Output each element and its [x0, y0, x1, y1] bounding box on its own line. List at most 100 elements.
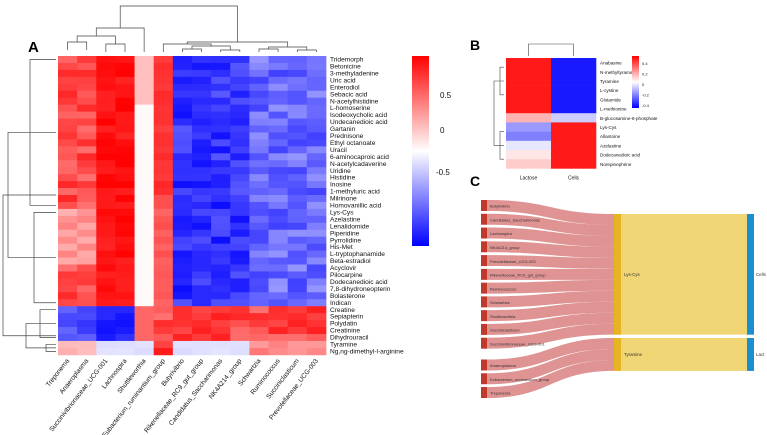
heatmap-cell	[134, 285, 155, 293]
heatmap-cell	[77, 243, 97, 251]
heatmap-cell	[191, 243, 212, 251]
heatmap-cell	[268, 104, 289, 112]
heatmap-cell	[268, 257, 289, 265]
heatmap-cell	[134, 271, 155, 279]
heatmap-cell	[306, 104, 327, 112]
heatmap-cell	[306, 139, 327, 147]
heatmap-cell	[230, 62, 250, 71]
heatmap-cell	[306, 208, 327, 217]
heatmap-cell	[230, 83, 250, 92]
heatmap-cell	[287, 132, 308, 140]
heatmap-cell	[77, 278, 97, 286]
heatmap-cell	[249, 90, 269, 99]
heatmap-cell	[287, 139, 308, 147]
heatmap-cell	[211, 236, 231, 245]
heatmap-cell	[306, 118, 327, 126]
sankey-middle-label: Tyramine	[624, 352, 643, 357]
heatmap-cell	[77, 292, 97, 300]
heatmap-cell	[230, 69, 250, 78]
sankey-source-node	[481, 296, 487, 308]
heatmap-cell	[172, 327, 193, 335]
heatmap-cell	[268, 292, 289, 300]
heatmap-cell	[506, 85, 552, 96]
heatmap-cell	[551, 76, 597, 86]
heatmap-cell	[77, 104, 97, 112]
heatmap-cell	[191, 69, 212, 78]
heatmap-cell	[306, 292, 327, 300]
heatmap-cell	[249, 195, 269, 203]
heatmap-cell	[115, 320, 135, 328]
heatmap-cell	[134, 153, 155, 161]
row-label: L-cystine	[600, 88, 619, 93]
heatmap-cell	[153, 146, 174, 154]
heatmap-cell	[249, 153, 269, 161]
heatmap-cell	[96, 118, 116, 126]
heatmap-cell	[287, 174, 308, 182]
heatmap-cell	[287, 306, 308, 314]
panel-b-label: B	[470, 37, 480, 53]
dendrogram-branch	[67, 41, 88, 50]
heatmap-cell	[96, 320, 116, 328]
heatmap-cell	[153, 334, 174, 342]
heatmap-cell	[268, 250, 289, 258]
heatmap-cell	[153, 243, 174, 251]
row-label: Glutamide	[600, 97, 621, 102]
heatmap-cell	[506, 122, 552, 132]
heatmap-cell	[191, 90, 212, 99]
heatmap-cell	[134, 320, 155, 328]
heatmap-cell	[96, 215, 116, 224]
heatmap-cell	[191, 236, 212, 245]
row-label: Ethyl octanoate	[330, 140, 376, 147]
heatmap-cell	[249, 139, 269, 147]
heatmap-cell	[134, 76, 155, 85]
dendrogram-branch	[182, 48, 202, 52]
heatmap-cell	[96, 292, 116, 300]
heatmap-cell	[58, 271, 78, 279]
heatmap-cell	[153, 215, 174, 224]
heatmap-cell	[134, 139, 155, 147]
column-label: Cells	[568, 175, 580, 181]
heatmap-cell	[230, 139, 250, 147]
heatmap-cell	[287, 299, 308, 307]
heatmap-cell	[268, 327, 289, 335]
heatmap-cell	[96, 146, 116, 154]
heatmap-cell	[268, 90, 289, 99]
row-label: Pilocarpine	[330, 272, 363, 279]
heatmap-cell	[268, 195, 289, 203]
heatmap-cell	[306, 306, 327, 314]
heatmap-cell	[249, 188, 269, 196]
heatmap-cell	[191, 222, 212, 231]
heatmap-cell	[230, 299, 250, 307]
heatmap-cell	[172, 271, 193, 279]
heatmap-cell	[287, 76, 308, 85]
row-label: Β-glucosamine-6-phosphate	[600, 116, 658, 121]
sankey-source-node	[481, 387, 487, 398]
sankey-source-label: Butyrivibrio	[490, 204, 511, 209]
dendrogram-branch	[76, 35, 116, 44]
heatmap-cell	[172, 243, 193, 251]
heatmap-cell	[230, 208, 250, 217]
heatmap-cell	[134, 97, 155, 106]
heatmap-cell	[249, 327, 269, 335]
heatmap-cell	[306, 188, 327, 196]
heatmap-cell	[115, 90, 135, 99]
heatmap-cell	[249, 125, 269, 133]
sankey-link	[487, 241, 614, 258]
heatmap-cell	[58, 146, 78, 154]
heatmap-cell	[268, 97, 289, 106]
heatmap-cell	[172, 320, 193, 328]
heatmap-cell	[287, 229, 308, 238]
row-label: Anabasine	[600, 61, 622, 66]
heatmap-cell	[287, 181, 308, 189]
heatmap-cell	[268, 188, 289, 196]
heatmap-cell	[211, 347, 231, 356]
heatmap-cell	[77, 153, 97, 161]
sankey-source-label: Prevotellaceae_UCG-003	[490, 259, 536, 264]
row-label: His-Met	[330, 244, 353, 251]
heatmap-cell	[96, 264, 116, 272]
row-label: L-methionine	[600, 107, 627, 112]
dendrogram-branch	[296, 49, 317, 52]
row-label: Tyramine	[330, 342, 357, 349]
heatmap-cell	[230, 160, 250, 168]
